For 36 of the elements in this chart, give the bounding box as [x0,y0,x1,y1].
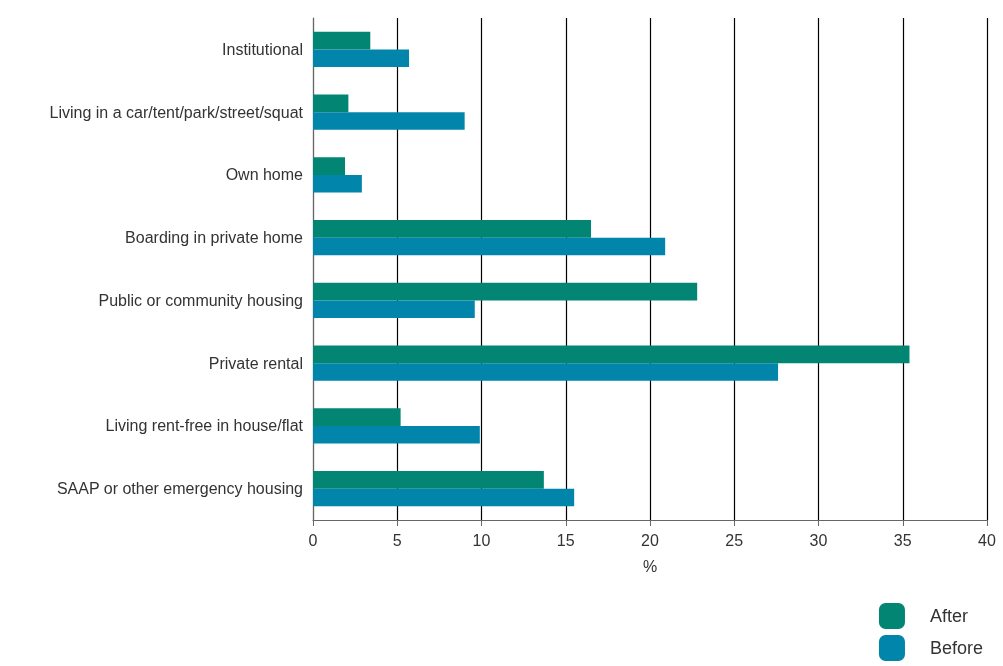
bar [313,408,401,426]
y-tick-label: SAAP or other emergency housing [56,480,303,498]
legend-label: Before [929,638,984,658]
bar [313,31,371,50]
x-tick-label: 5 [392,531,402,549]
x-tick-label: 30 [809,531,828,549]
legend-label: After [929,606,968,626]
y-tick-label: Living rent-free in house/flat [105,417,304,435]
bar [313,220,592,238]
bar [313,345,910,364]
y-tick-label: Private rental [208,354,303,372]
bar [313,157,346,175]
x-axis-title: % [642,557,658,575]
bar [313,363,779,381]
x-tick-label: 40 [978,531,996,549]
y-tick-label: Own home [225,166,304,184]
x-tick-label: 20 [641,531,659,549]
bar [313,237,666,256]
bar [313,112,465,130]
bar [313,425,480,444]
y-tick-label: Living in a car/tent/park/street/squat [49,103,304,121]
bar [313,488,575,507]
x-tick-label: 15 [556,531,575,549]
y-tick-label: Public or community housing [98,291,303,309]
bar [313,471,544,489]
x-tick-label: 10 [472,531,491,549]
bar [313,94,349,113]
bar [313,174,362,193]
y-tick-label: Boarding in private home [125,229,304,247]
bar [313,300,475,318]
x-tick-label: 25 [725,531,744,549]
bar [313,49,410,67]
x-tick-label: 35 [893,531,912,549]
bar [313,282,698,301]
y-tick-label: Institutional [222,40,303,58]
x-tick-label: 0 [308,531,318,549]
